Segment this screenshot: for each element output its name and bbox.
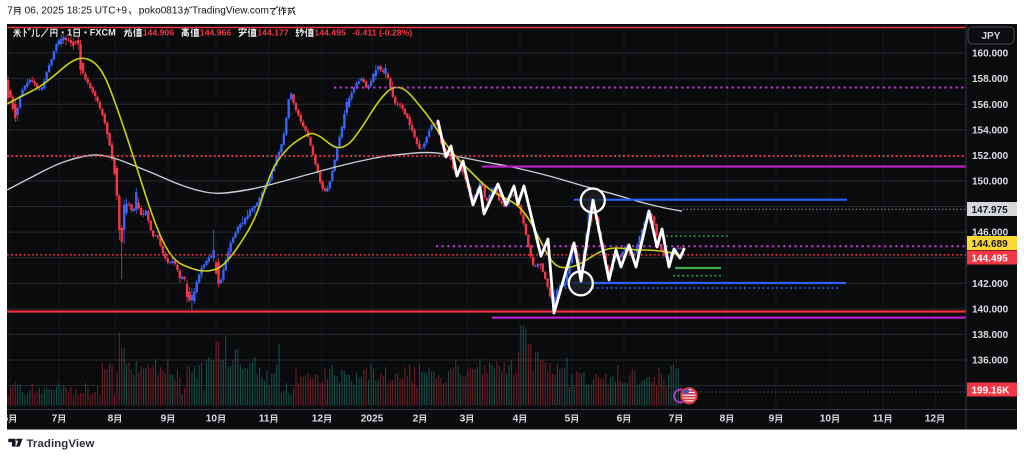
- svg-text:158.000: 158.000: [972, 74, 1009, 85]
- svg-text:7: 7: [7, 6, 13, 17]
- svg-text:6: 6: [617, 414, 623, 425]
- svg-text:poko0813: poko0813: [136, 6, 184, 17]
- svg-text:3: 3: [460, 414, 466, 425]
- svg-text:7: 7: [52, 414, 58, 425]
- svg-text:9: 9: [769, 414, 775, 425]
- svg-text:144.495: 144.495: [972, 253, 1009, 264]
- svg-text:TradingView.com: TradingView.com: [192, 6, 269, 17]
- svg-text:136.000: 136.000: [972, 356, 1009, 367]
- svg-text:146.000: 146.000: [972, 228, 1009, 239]
- svg-text:10: 10: [206, 414, 218, 425]
- svg-text:150.000: 150.000: [972, 177, 1009, 188]
- svg-text:11: 11: [873, 414, 884, 425]
- svg-text:8: 8: [720, 414, 726, 425]
- svg-text:152.000: 152.000: [972, 151, 1009, 162]
- svg-text:138.000: 138.000: [972, 330, 1009, 341]
- svg-text:160.000: 160.000: [972, 49, 1009, 60]
- svg-text:06, 2025 18:25 UTC+9: 06, 2025 18:25 UTC+9: [22, 6, 128, 17]
- svg-text:156.000: 156.000: [972, 100, 1009, 111]
- svg-text:144.906: 144.906: [143, 28, 175, 38]
- svg-text:8: 8: [108, 414, 114, 425]
- svg-text:TradingView: TradingView: [27, 438, 95, 450]
- svg-text:-0.411 (-0.28%): -0.411 (-0.28%): [352, 28, 412, 38]
- svg-text:4: 4: [513, 414, 519, 425]
- svg-text:JPY: JPY: [982, 31, 1001, 42]
- svg-text:140.000: 140.000: [972, 304, 1009, 315]
- svg-text:2: 2: [413, 414, 419, 425]
- svg-text:5: 5: [565, 414, 571, 425]
- svg-text:142.000: 142.000: [972, 279, 1009, 290]
- svg-text:154.000: 154.000: [972, 125, 1009, 136]
- svg-text:12: 12: [925, 414, 937, 425]
- svg-text:2025: 2025: [361, 414, 384, 425]
- svg-text:FXCM: FXCM: [90, 28, 116, 38]
- svg-text:10: 10: [820, 414, 832, 425]
- svg-text:199.16K: 199.16K: [972, 385, 1011, 396]
- svg-text:144.495: 144.495: [314, 28, 346, 38]
- svg-text:144.689: 144.689: [972, 239, 1009, 250]
- svg-text:11: 11: [259, 414, 270, 425]
- svg-text:7: 7: [669, 414, 675, 425]
- svg-text:9: 9: [161, 414, 167, 425]
- svg-text:144.177: 144.177: [257, 28, 289, 38]
- svg-text:144.966: 144.966: [200, 28, 232, 38]
- svg-text:1: 1: [67, 28, 72, 38]
- svg-text:147.975: 147.975: [972, 205, 1009, 216]
- svg-text:12: 12: [312, 414, 324, 425]
